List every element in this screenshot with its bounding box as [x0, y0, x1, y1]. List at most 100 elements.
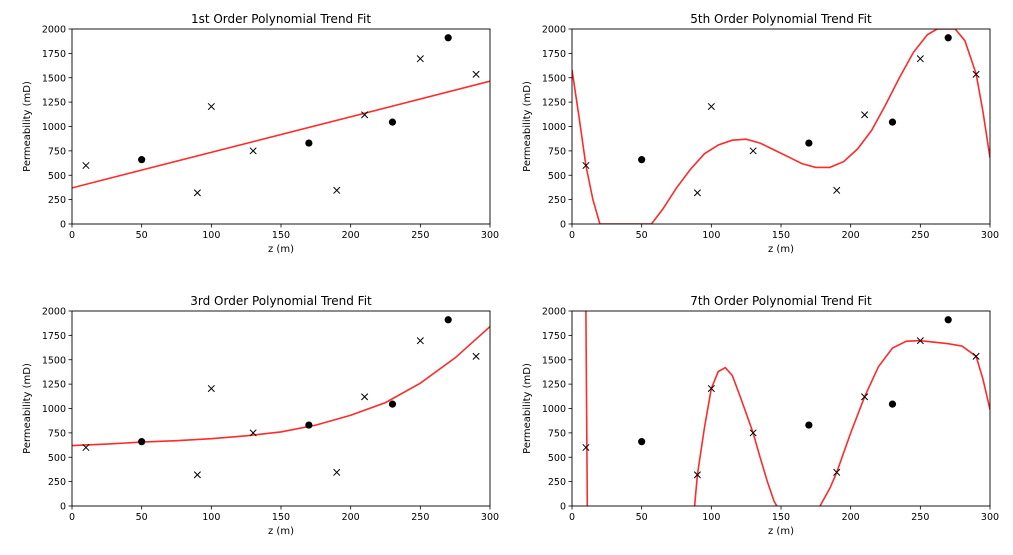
plot-frame — [571, 310, 991, 507]
plot-frame — [571, 28, 991, 225]
data-point-x — [582, 443, 590, 452]
y-tick-label: 1000 — [42, 122, 66, 133]
x-tick-label: 150 — [772, 230, 790, 241]
data-point-x — [916, 337, 924, 345]
x-tick-label: 0 — [569, 512, 575, 523]
data-point-dot — [444, 316, 452, 324]
x-tick-label: 200 — [842, 512, 860, 523]
x-tick-label: 50 — [136, 230, 148, 241]
x-tick-label: 100 — [702, 512, 720, 523]
x-tick-label: 300 — [981, 230, 999, 241]
x-tick-label: 150 — [772, 512, 790, 523]
y-tick-label: 1250 — [542, 98, 566, 109]
data-point-dot — [305, 421, 313, 429]
data-point-dot — [638, 156, 646, 164]
data-point-x — [861, 393, 869, 401]
x-tick-label: 300 — [481, 230, 499, 241]
trend-fit-line — [693, 366, 778, 506]
y-tick-label: 2000 — [42, 307, 66, 318]
chart-panel-1st-order: 1st Order Polynomial Trend Fit 0 50 100 150 2… — [0, 0, 506, 273]
data-point-x — [472, 70, 480, 78]
y-tick-label: 750 — [548, 146, 566, 157]
data-point-x — [333, 468, 341, 476]
x-tick-label: 200 — [342, 230, 360, 241]
y-tick-label: 0 — [60, 220, 66, 231]
trend-fit-line — [819, 339, 990, 506]
y-tick-label: 2000 — [542, 307, 566, 318]
x-tick-label: 100 — [202, 230, 220, 241]
data-point-dot — [944, 34, 952, 42]
data-point-x — [249, 147, 257, 155]
y-tick-label: 1500 — [542, 355, 566, 366]
x-tick-label: 0 — [69, 512, 75, 523]
data-point-x — [361, 393, 369, 401]
data-point-x — [249, 429, 257, 437]
data-point-x — [207, 102, 215, 111]
data-point-x — [916, 55, 924, 63]
data-point-x — [833, 186, 841, 194]
y-tick-label: 1500 — [42, 355, 66, 366]
data-point-dot — [388, 400, 397, 408]
x-tick-label: 250 — [411, 512, 429, 523]
trend-fit-line — [72, 80, 490, 189]
chart-title: 7th Order Polynomial Trend Fit — [690, 294, 872, 308]
y-axis-label: Permeability (mD) — [522, 81, 533, 172]
x-tick-label: 50 — [636, 512, 648, 523]
chart-panel-5th-order: 5th Order Polynomial Trend Fit 0 50 100 150 2… — [500, 0, 1006, 273]
data-point-x — [333, 186, 341, 194]
data-point-dot — [805, 421, 813, 429]
data-point-x — [82, 161, 90, 170]
y-axis-label: Permeability (mD) — [22, 363, 33, 454]
y-tick-label: 0 — [560, 502, 566, 513]
y-tick-label: 1750 — [542, 331, 566, 342]
chart-title: 5th Order Polynomial Trend Fit — [690, 12, 872, 26]
chart-7th-order: 7th Order Polynomial Trend Fit 0 50 100 150 2… — [522, 294, 999, 537]
x-tick-label: 250 — [911, 512, 929, 523]
data-point-dot — [944, 316, 952, 324]
x-tick-label: 100 — [702, 230, 720, 241]
y-tick-label: 1250 — [42, 380, 66, 391]
chart-panel-3rd-order: 3rd Order Polynomial Trend Fit 0 50 100 150 2… — [0, 282, 506, 555]
plot-frame — [71, 310, 491, 507]
data-point-x — [693, 189, 701, 197]
data-point-dot — [805, 139, 813, 147]
plot-frame — [71, 28, 491, 225]
trend-fit-line — [585, 311, 589, 506]
data-point-x — [972, 70, 980, 78]
y-tick-label: 250 — [48, 477, 66, 488]
data-point-dot — [888, 118, 897, 126]
x-axis-label: z (m) — [768, 244, 794, 255]
chart-5th-order: 5th Order Polynomial Trend Fit 0 50 100 150 2… — [522, 12, 999, 255]
y-tick-label: 1750 — [42, 49, 66, 60]
y-tick-label: 250 — [48, 195, 66, 206]
data-point-x — [82, 443, 90, 452]
data-point-x — [361, 111, 369, 119]
y-tick-label: 500 — [48, 171, 66, 182]
y-tick-label: 0 — [60, 502, 66, 513]
chart-title: 1st Order Polynomial Trend Fit — [191, 12, 371, 26]
data-point-dot — [638, 438, 646, 446]
y-tick-label: 1250 — [42, 98, 66, 109]
data-point-x — [193, 189, 201, 197]
y-axis-label: Permeability (mD) — [22, 81, 33, 172]
x-tick-label: 150 — [272, 230, 290, 241]
y-tick-label: 1750 — [42, 331, 66, 342]
x-tick-label: 0 — [69, 230, 75, 241]
x-tick-label: 250 — [911, 230, 929, 241]
data-point-dot — [138, 156, 146, 164]
y-tick-label: 750 — [48, 428, 66, 439]
chart-panel-7th-order: 7th Order Polynomial Trend Fit 0 50 100 150 2… — [500, 282, 1006, 555]
y-tick-label: 2000 — [542, 25, 566, 36]
data-point-x — [749, 429, 757, 437]
data-point-x — [472, 352, 480, 360]
x-tick-label: 200 — [342, 512, 360, 523]
x-axis-label: z (m) — [268, 526, 294, 537]
x-tick-label: 300 — [981, 512, 999, 523]
data-point-x — [707, 384, 715, 393]
y-tick-label: 0 — [560, 220, 566, 231]
y-tick-label: 1000 — [42, 404, 66, 415]
x-tick-label: 150 — [272, 512, 290, 523]
data-point-x — [707, 102, 715, 111]
data-point-x — [416, 337, 424, 345]
x-tick-label: 50 — [136, 512, 148, 523]
